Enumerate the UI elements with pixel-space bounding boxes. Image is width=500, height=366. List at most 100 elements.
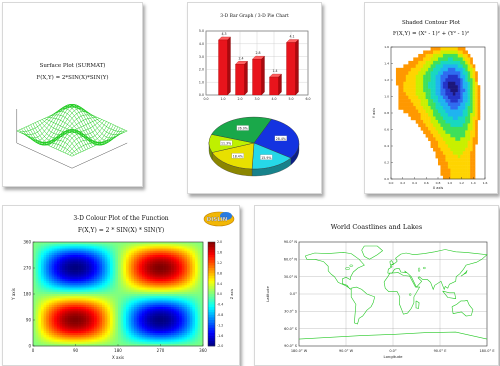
contour-cell	[442, 78, 446, 82]
colour-cell	[118, 276, 121, 280]
colour-cell	[38, 324, 42, 327]
colour-cell	[184, 270, 188, 273]
colour-cell	[40, 268, 44, 271]
contour-cell	[423, 64, 426, 69]
contour-cell	[467, 168, 471, 173]
colour-cell	[99, 276, 103, 280]
colour-cell	[80, 315, 84, 319]
colour-cell	[136, 322, 140, 325]
colour-cell	[80, 324, 84, 327]
colour-cell	[99, 265, 103, 269]
colour-cell	[192, 343, 196, 347]
colour-cell	[51, 324, 55, 327]
colour-cell	[62, 250, 66, 254]
contour-cell	[455, 133, 459, 138]
colour-cell	[104, 265, 108, 269]
colour-cell	[54, 259, 58, 262]
contour-cell	[425, 71, 429, 76]
colour-cell	[99, 272, 103, 275]
colour-cell	[91, 315, 95, 319]
contour-cell	[405, 95, 409, 100]
colour-cell	[104, 259, 108, 262]
colour-cell	[33, 265, 36, 269]
colour-cell	[115, 339, 119, 342]
colour-cell	[83, 291, 87, 295]
colour-cell	[115, 274, 119, 277]
colour-cell	[48, 276, 52, 280]
colour-cell	[189, 335, 193, 338]
colour-cell	[86, 261, 90, 264]
colour-cell	[176, 335, 180, 338]
colour-cell	[168, 261, 172, 264]
contour-cell	[440, 67, 444, 72]
contour-cell	[415, 119, 419, 124]
contour-cell	[438, 126, 441, 131]
colour-cell	[144, 326, 148, 329]
colour-cell	[80, 274, 84, 277]
colour-cell	[102, 250, 106, 254]
colour-cell	[144, 304, 148, 308]
colour-cell	[78, 313, 82, 316]
colour-cell	[40, 307, 44, 310]
contour-cell	[430, 81, 434, 86]
colour-cell	[168, 283, 172, 286]
contour-cell	[410, 85, 414, 89]
colour-cell	[160, 326, 164, 329]
contour-cell	[470, 116, 473, 121]
contour-cell	[452, 172, 456, 176]
colour-cell	[136, 242, 140, 245]
contour-cell	[452, 47, 456, 51]
colour-cell	[176, 287, 180, 290]
contour-cell	[445, 130, 449, 135]
contour-cell	[413, 116, 416, 121]
colour-cell	[48, 283, 52, 286]
colour-cell	[160, 281, 164, 284]
colour-cell	[40, 248, 44, 251]
contour-cell	[447, 161, 451, 166]
colour-cell	[35, 259, 39, 262]
colour-cell	[195, 257, 198, 260]
contour-cell	[408, 85, 412, 89]
colour-cell	[86, 248, 90, 251]
colour-cell	[131, 313, 135, 316]
contour-cell	[403, 109, 407, 114]
contour-cell	[467, 130, 471, 135]
colour-cell	[160, 248, 164, 251]
contour-cell	[420, 92, 424, 96]
bar-pie-title: 3-D Bar Graph / 3-D Pie Chart	[220, 14, 289, 19]
contour-cell	[423, 74, 426, 79]
colour-cell	[64, 298, 68, 301]
colour-cell	[48, 298, 52, 301]
contour-cell	[465, 85, 468, 89]
colour-cell	[136, 296, 140, 299]
colour-cell	[75, 320, 79, 323]
colour-cell	[107, 335, 111, 338]
colour-cell	[67, 309, 71, 312]
colour-cell	[171, 311, 175, 314]
colour-cell	[78, 276, 82, 280]
colour-cell	[197, 289, 201, 293]
colour-cell	[102, 257, 106, 260]
colour-cell	[168, 252, 172, 256]
colour-cell	[176, 244, 180, 247]
colour-cell	[144, 270, 148, 273]
colour-cell	[181, 335, 185, 338]
colour-cell	[99, 324, 103, 327]
colour-cell	[62, 337, 66, 340]
contour-cell	[455, 64, 459, 69]
contour-cell	[423, 113, 426, 117]
colour-cell	[152, 263, 156, 267]
colour-cell	[104, 255, 108, 258]
colour-cell	[149, 261, 153, 264]
colour-cell	[144, 276, 148, 280]
contour-cell	[472, 78, 476, 82]
contour-cell	[438, 133, 441, 138]
colour-cell	[43, 268, 47, 271]
colour-cell	[152, 304, 156, 308]
contour-cell	[442, 106, 446, 110]
colour-cell	[120, 311, 124, 314]
colour-cell	[64, 248, 68, 251]
colour-cell	[67, 296, 71, 299]
contour-cell	[420, 64, 424, 69]
colour-cell	[102, 330, 106, 334]
